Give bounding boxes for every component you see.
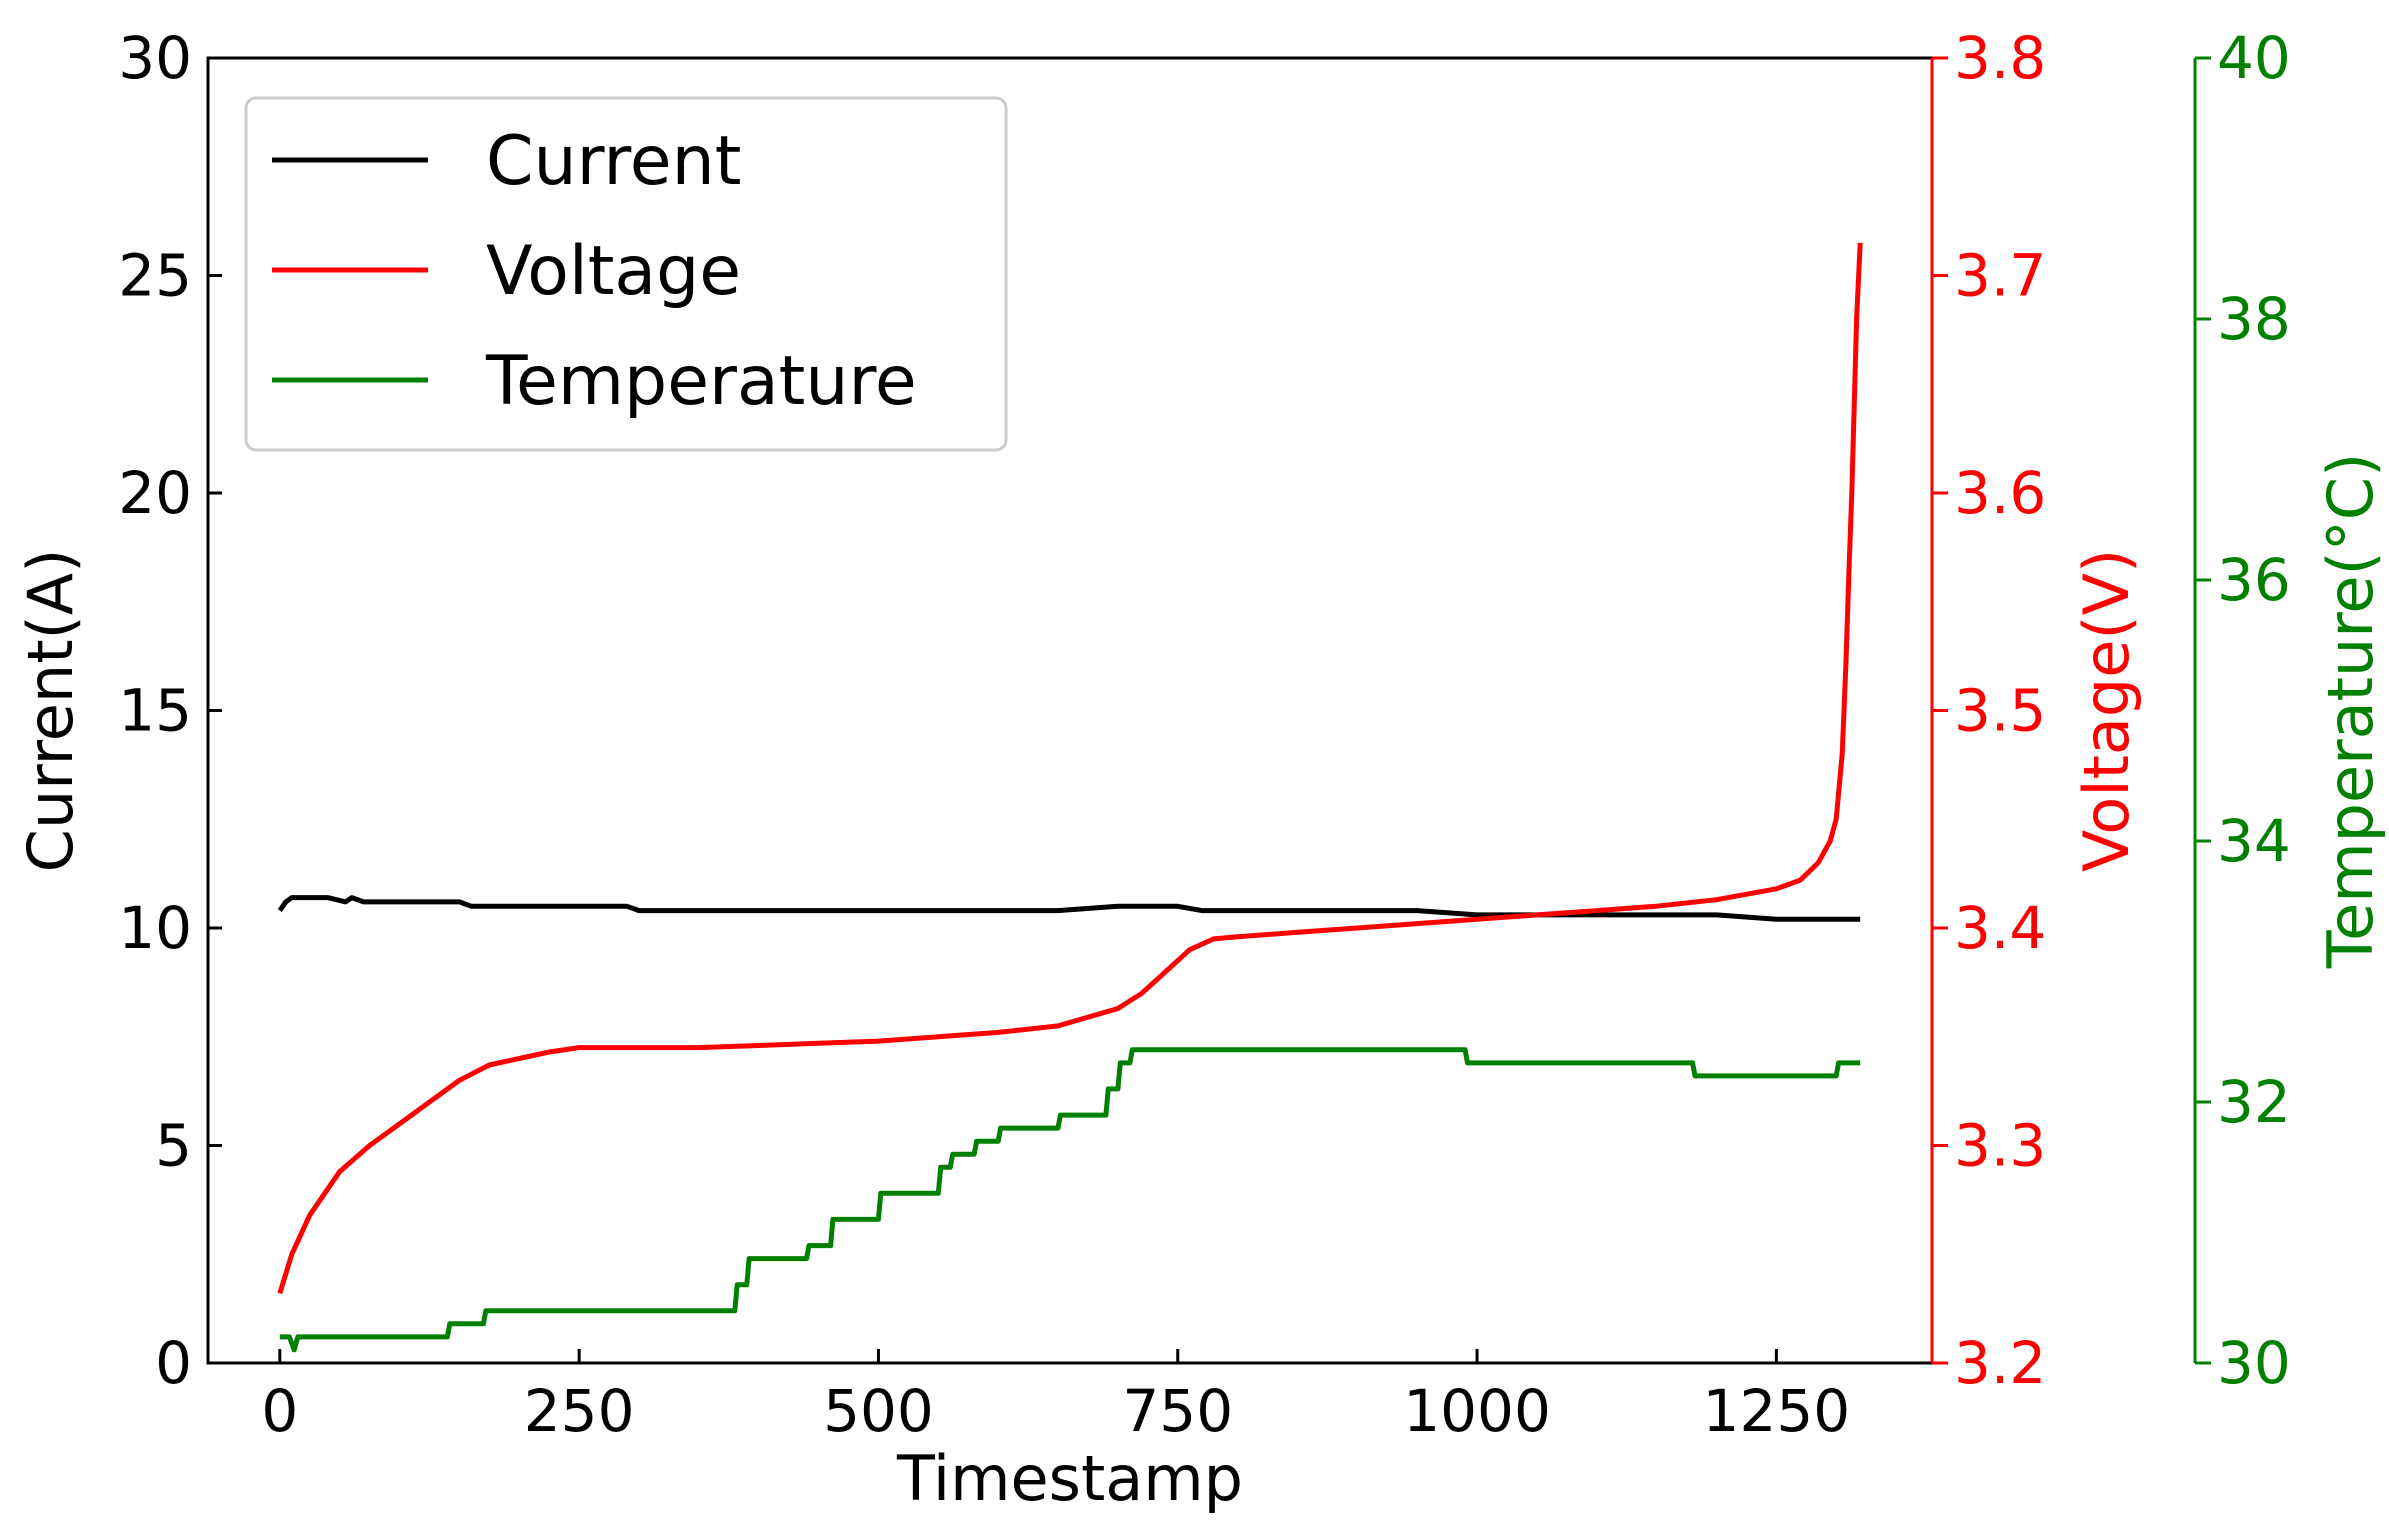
legend-label-current: Current	[486, 122, 741, 201]
x-axis-label: Timestamp	[896, 1442, 1243, 1515]
temperature-tick-label: 36	[2217, 546, 2291, 614]
temperature-tick-label: 40	[2217, 24, 2291, 92]
current-tick-label: 25	[118, 242, 192, 310]
legend-box	[244, 96, 1008, 452]
temperature-axis-label: Temperature(°C)	[2314, 453, 2387, 969]
voltage-tick-label: 3.2	[1954, 1329, 2046, 1397]
current-tick-label: 30	[118, 24, 192, 92]
current-tick-label: 5	[155, 1112, 192, 1180]
current-tick-label: 15	[118, 677, 192, 745]
voltage-tick-label: 3.5	[1954, 677, 2046, 745]
temperature-tick-label: 32	[2217, 1068, 2291, 1136]
voltage-axis-label: Voltage(V)	[2070, 549, 2143, 872]
current-tick-label: 10	[118, 894, 192, 962]
current-tick-label: 0	[155, 1329, 192, 1397]
current-axis-label: Current(A)	[14, 549, 87, 873]
x-tick-label: 750	[1122, 1377, 1233, 1445]
x-tick-label: 1000	[1403, 1377, 1551, 1445]
voltage-tick-label: 3.7	[1954, 242, 2046, 310]
x-tick-label: 1250	[1703, 1377, 1851, 1445]
x-tick-label: 500	[823, 1377, 934, 1445]
voltage-tick-label: 3.8	[1954, 24, 2046, 92]
x-tick-label: 250	[524, 1377, 635, 1445]
x-tick-label: 0	[261, 1377, 298, 1445]
temperature-tick-label: 30	[2217, 1329, 2291, 1397]
legend-label-voltage: Voltage	[486, 232, 741, 311]
voltage-tick-label: 3.3	[1954, 1112, 2046, 1180]
voltage-tick-label: 3.4	[1954, 894, 2046, 962]
legend-label-temperature: Temperature	[485, 342, 917, 421]
temperature-tick-label: 34	[2217, 807, 2291, 875]
series-line-voltage	[277, 242, 1863, 1295]
series-line-temperature	[279, 1047, 1861, 1353]
temperature-tick-label: 38	[2217, 285, 2291, 353]
series-line-current	[277, 895, 1861, 922]
voltage-tick-label: 3.6	[1954, 459, 2046, 527]
current-tick-label: 20	[118, 459, 192, 527]
